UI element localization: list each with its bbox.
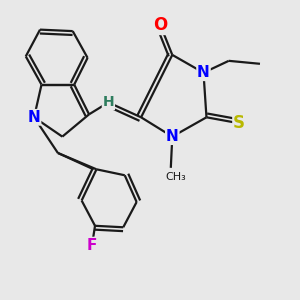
Text: H: H xyxy=(103,95,114,110)
Text: O: O xyxy=(153,16,167,34)
Text: F: F xyxy=(87,238,97,253)
Text: N: N xyxy=(197,65,210,80)
Text: CH₃: CH₃ xyxy=(165,172,186,182)
Text: S: S xyxy=(233,114,245,132)
Text: N: N xyxy=(166,129,179,144)
Text: N: N xyxy=(28,110,40,125)
